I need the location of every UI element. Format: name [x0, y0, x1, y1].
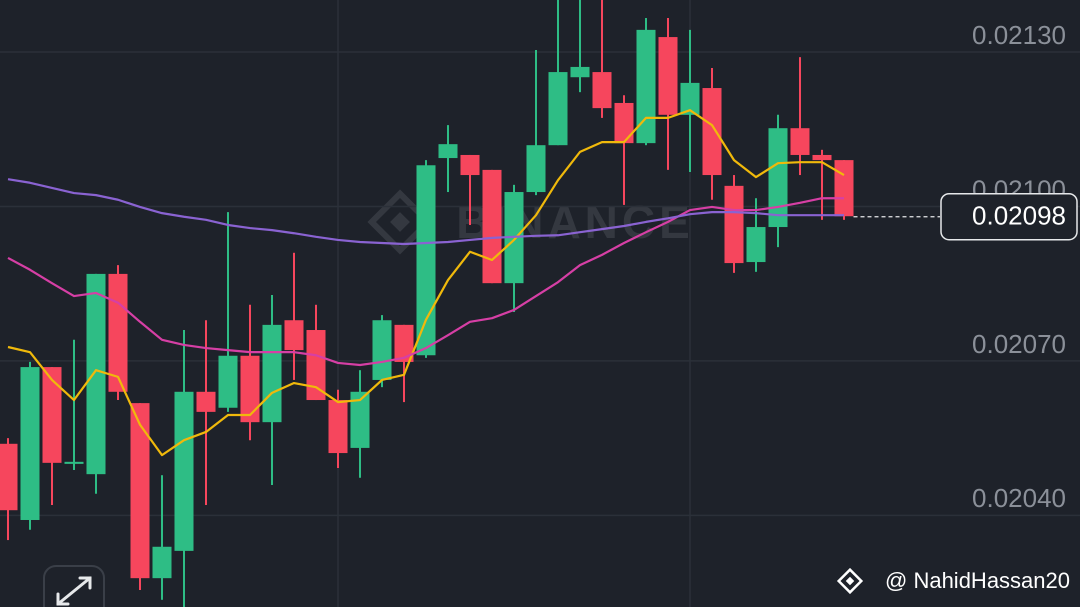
candle-body: [174, 391, 194, 551]
candle-body: [460, 154, 480, 176]
candle-body: [350, 391, 370, 448]
candle-body: [394, 324, 414, 362]
y-tick-label: 0.02130: [972, 20, 1066, 50]
credit: @ NahidHassan20: [836, 568, 1070, 595]
candle-body: [284, 320, 304, 351]
last-price-box: [940, 192, 1078, 241]
candle-body: [152, 546, 172, 579]
candle-body: [20, 367, 40, 520]
candle-body: [482, 169, 502, 284]
candle-body: [130, 403, 150, 579]
candle-body: [372, 320, 392, 380]
candle-body: [306, 330, 326, 401]
candle-body: [658, 37, 678, 115]
candle-body: [812, 154, 832, 161]
candle-body: [240, 355, 260, 423]
candle-body: [262, 324, 282, 423]
expand-button[interactable]: [43, 565, 105, 607]
moving-average-line: [7, 197, 844, 367]
candle-body: [702, 88, 722, 176]
candle-body: [526, 145, 546, 193]
candle-body: [790, 128, 810, 155]
moving-average-line: [7, 109, 845, 457]
watermark-logo: [367, 189, 433, 255]
candle-body: [438, 144, 458, 159]
candle-body: [834, 160, 854, 217]
candle-body: [86, 273, 106, 475]
candle-body: [746, 227, 766, 263]
candle-body: [768, 128, 788, 228]
credit-text: @ NahidHassan20: [885, 568, 1070, 593]
candle-body: [0, 443, 18, 511]
candle-body: [108, 273, 128, 392]
candle-body: [328, 400, 348, 454]
candle-body: [218, 355, 238, 408]
candle-body: [42, 367, 62, 463]
y-tick-label: 0.02040: [972, 483, 1066, 513]
candle-body: [614, 102, 634, 144]
moving-average-line: [7, 178, 844, 246]
candle-body: [196, 391, 216, 412]
candle-body: [570, 66, 590, 78]
candle-body: [416, 165, 436, 356]
candle-body: [592, 72, 612, 109]
candle-body: [680, 82, 700, 115]
candle-body: [636, 29, 656, 144]
candle-body: [548, 72, 568, 146]
y-tick-label: 0.02070: [972, 329, 1066, 359]
candle-body: [64, 461, 84, 464]
candle-body: [724, 185, 744, 264]
last-price-label: 0.02098: [972, 201, 1066, 231]
